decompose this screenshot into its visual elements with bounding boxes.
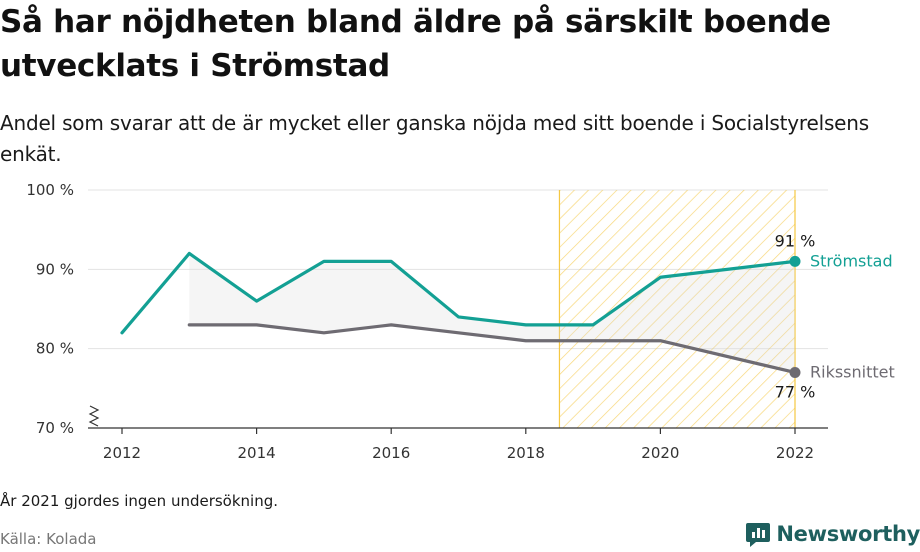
y-tick-label: 80 % — [36, 340, 74, 358]
x-tick-label: 2014 — [238, 444, 276, 462]
value-label-stromstad: 91 % — [775, 231, 816, 250]
source-value: Kolada — [46, 530, 97, 548]
x-tick-label: 2020 — [641, 444, 679, 462]
source-label: Källa: — [0, 530, 42, 548]
series-line-stromstad — [120, 251, 797, 335]
newsworthy-logo-icon — [746, 523, 771, 547]
gap-area — [189, 253, 796, 373]
value-label-rikssnittet: 77 % — [775, 382, 816, 401]
y-tick-label: 90 % — [36, 260, 74, 278]
series-label-rikssnittet: Rikssnittet — [810, 362, 895, 381]
line-chart: 70 % 80 % 90 % 100 % 2012 2014 2016 2018 2020 202… — [26, 181, 895, 462]
x-tick-label: 2012 — [103, 444, 141, 462]
brand-name: Newsworthy — [776, 522, 920, 546]
chart-title: Så har nöjdheten bland äldre på särskilt… — [0, 4, 831, 84]
x-tick-label: 2016 — [372, 444, 410, 462]
source: Källa: Kolada — [0, 530, 96, 548]
x-tick-label: 2022 — [776, 444, 814, 462]
y-tick-label: 100 % — [26, 181, 74, 199]
series-line-rikssnittet — [187, 323, 797, 375]
footnote: År 2021 gjordes ingen undersökning. — [0, 492, 279, 510]
axis-break-icon — [88, 405, 100, 427]
highlight-region — [559, 190, 795, 428]
y-tick-label: 70 % — [36, 419, 74, 437]
brand-logo: Newsworthy — [746, 521, 920, 547]
chart-subtitle: Andel som svarar att de är mycket eller … — [0, 111, 869, 166]
x-tick-label: 2018 — [507, 444, 545, 462]
end-point-stromstad — [789, 255, 801, 267]
series-label-stromstad: Strömstad — [810, 251, 893, 270]
end-point-rikssnittet — [789, 366, 801, 378]
